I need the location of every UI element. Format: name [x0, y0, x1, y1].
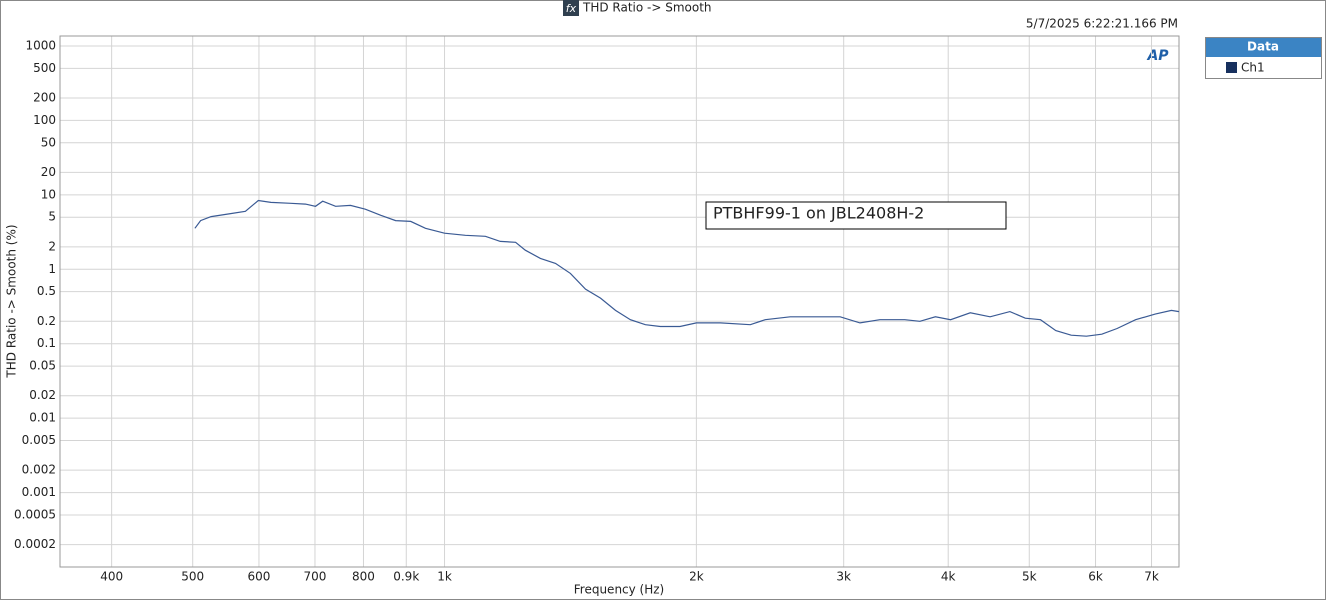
- data-line: [194, 199, 1180, 337]
- y-tick-label: 2: [48, 239, 56, 253]
- x-tick-label: 400: [100, 570, 123, 584]
- x-tick-label: 1k: [437, 570, 452, 584]
- y-tick-label: 50: [41, 135, 56, 149]
- y-tick-label: 0.1: [37, 336, 56, 350]
- y-tick-label: 0.001: [22, 485, 56, 499]
- legend-marker: [1226, 62, 1237, 73]
- y-tick-label: 500: [33, 61, 56, 75]
- chart-title: THD Ratio -> Smooth: [582, 1, 712, 15]
- legend-title: Data: [1247, 40, 1279, 54]
- annotation: PTBHF99-1 on JBL2408H-2: [713, 204, 924, 223]
- x-tick-label: 5k: [1022, 570, 1037, 584]
- y-tick-label: 1000: [25, 38, 56, 52]
- x-tick-label: 4k: [941, 570, 956, 584]
- x-tick-label: 700: [304, 570, 327, 584]
- y-tick-label: 100: [33, 113, 56, 127]
- y-axis-label: THD Ratio -> Smooth (%): [5, 224, 19, 378]
- y-tick-label: 0.0005: [14, 507, 56, 521]
- x-axis-label: Frequency (Hz): [574, 583, 665, 597]
- annotation-box: [705, 201, 1007, 230]
- y-tick-label: 0.5: [37, 284, 56, 298]
- x-tick-label: 7k: [1144, 570, 1159, 584]
- timestamp: 5/7/2025 6:22:21.166 PM: [1026, 17, 1178, 31]
- fx-icon: fx: [566, 2, 577, 15]
- x-tick-label: 3k: [836, 570, 851, 584]
- x-tick-label: 800: [352, 570, 375, 584]
- y-tick-label: 0.2: [37, 314, 56, 328]
- x-tick-label: 0.9k: [393, 570, 419, 584]
- logo: AP: [1146, 48, 1169, 64]
- x-tick-label: 600: [247, 570, 270, 584]
- plot-area: [59, 35, 1180, 568]
- y-tick-label: 0.05: [29, 359, 56, 373]
- y-tick-label: 0.0002: [14, 537, 56, 551]
- y-tick-label: 1: [48, 262, 56, 276]
- legend-label: Ch1: [1241, 61, 1265, 75]
- y-tick-label: 20: [41, 165, 56, 179]
- x-tick-label: 500: [181, 570, 204, 584]
- legend-header: [1206, 38, 1321, 57]
- y-tick-label: 0.02: [29, 388, 56, 402]
- x-tick-label: 6k: [1088, 570, 1103, 584]
- x-tick-label: 2k: [689, 570, 704, 584]
- y-tick-label: 5: [48, 210, 56, 224]
- y-tick-label: 0.005: [22, 433, 56, 447]
- y-tick-label: 0.002: [22, 463, 56, 477]
- y-tick-label: 0.01: [29, 411, 56, 425]
- y-tick-label: 200: [33, 90, 56, 104]
- fx-icon-bg: [563, 0, 579, 16]
- y-tick-label: 10: [41, 187, 56, 201]
